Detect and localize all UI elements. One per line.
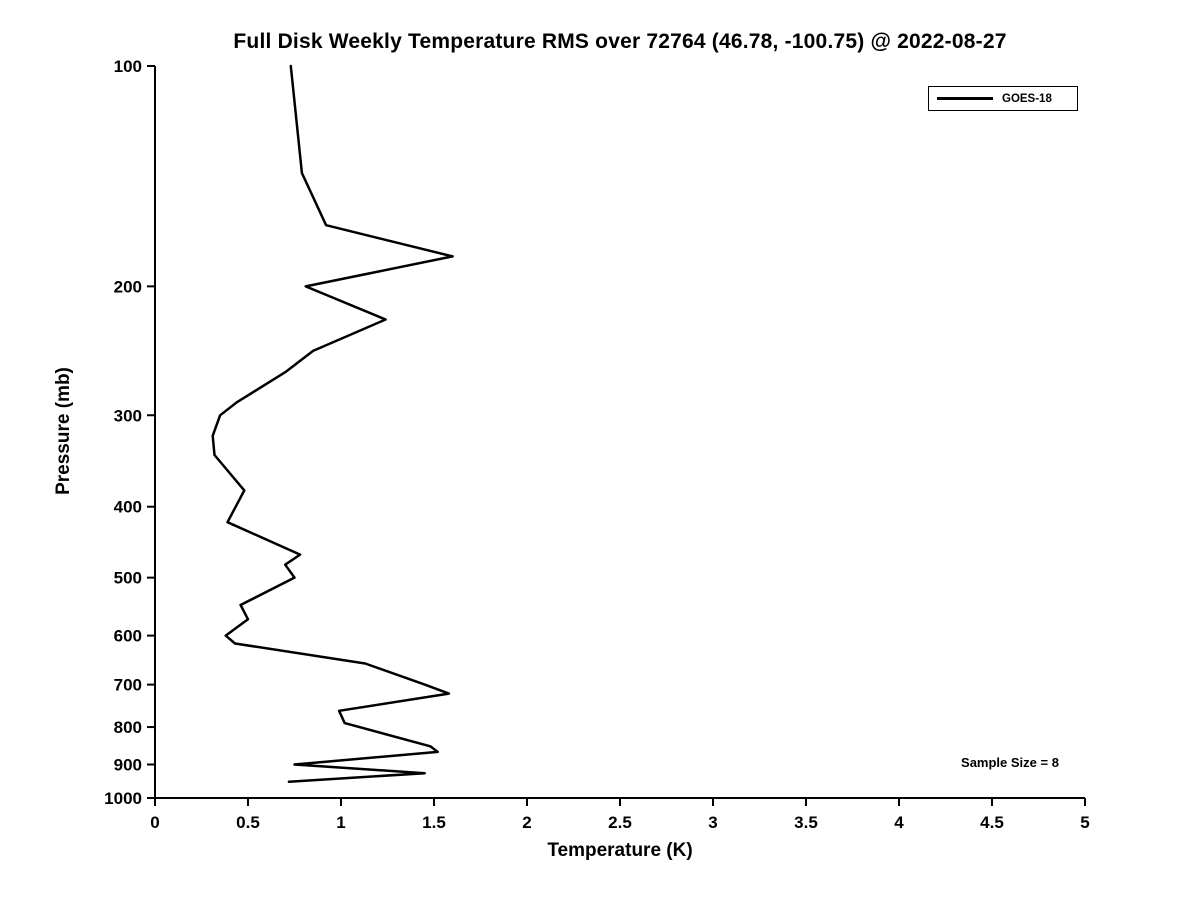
y-tick-label: 800 <box>114 718 142 737</box>
legend: GOES-18 <box>928 86 1078 111</box>
x-tick-label: 3 <box>708 813 717 832</box>
y-tick-label: 500 <box>114 569 142 588</box>
x-tick-label: 5 <box>1080 813 1089 832</box>
x-tick-label: 0.5 <box>236 813 260 832</box>
y-tick-label: 400 <box>114 498 142 517</box>
legend-line-sample-icon <box>937 97 993 100</box>
y-tick-label: 100 <box>114 57 142 76</box>
y-axis-title: Pressure (mb) <box>53 367 74 495</box>
x-tick-label: 0 <box>150 813 159 832</box>
sample-size-annotation: Sample Size = 8 <box>961 755 1059 770</box>
y-tick-label: 600 <box>114 627 142 646</box>
x-tick-label: 3.5 <box>794 813 818 832</box>
x-tick-label: 2.5 <box>608 813 632 832</box>
y-tick-label: 900 <box>114 756 142 775</box>
x-tick-label: 2 <box>522 813 531 832</box>
x-tick-label: 4 <box>894 813 904 832</box>
y-tick-label: 300 <box>114 406 142 425</box>
y-tick-label: 700 <box>114 676 142 695</box>
chart-title: Full Disk Weekly Temperature RMS over 72… <box>233 30 1007 53</box>
x-tick-label: 1.5 <box>422 813 446 832</box>
legend-series-label: GOES-18 <box>1002 92 1052 105</box>
y-tick-label: 1000 <box>104 789 142 808</box>
x-axis-title: Temperature (K) <box>547 840 693 861</box>
goes18-data-line <box>211 64 454 783</box>
y-tick-label: 200 <box>114 277 142 296</box>
x-tick-label: 1 <box>336 813 345 832</box>
x-tick-label: 4.5 <box>980 813 1004 832</box>
